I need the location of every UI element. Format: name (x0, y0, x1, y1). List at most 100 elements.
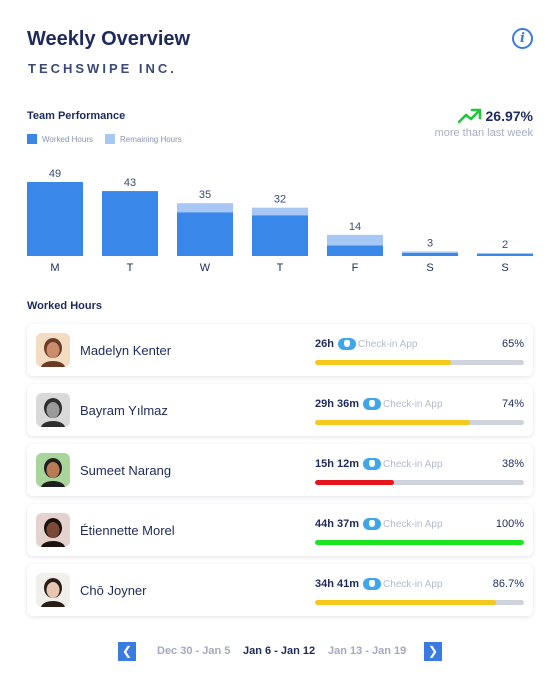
bar-worked (252, 215, 308, 256)
chevron-left-icon[interactable]: ❮ (118, 642, 136, 661)
x-tick-label: T (127, 262, 134, 274)
trend-up-icon (457, 108, 481, 124)
progress-fill (315, 420, 470, 425)
bar-worked (102, 191, 158, 256)
member-row[interactable]: Chō Joyner 34h 41m Check-in App 86.7% (27, 564, 533, 616)
app-name: Check-in App (383, 398, 443, 410)
bar-worked (477, 253, 533, 256)
member-name: Étiennette Morel (80, 523, 175, 538)
member-name: Sumeet Narang (80, 463, 172, 478)
bar-value-label: 2 (502, 239, 508, 251)
avatar (36, 453, 70, 487)
progress-fill (315, 360, 451, 365)
check-in-app-icon (363, 458, 382, 470)
progress-bar (315, 420, 524, 425)
trend-caption: more than last week (434, 127, 533, 139)
member-row[interactable]: Madelyn Kenter 26h Check-in App 65% (27, 324, 533, 376)
worked-hours-list: Madelyn Kenter 26h Check-in App 65% Bayram Y… (27, 324, 533, 624)
hours-summary: 44h 37m Check-in App (315, 518, 443, 530)
app-name: Check-in App (383, 578, 443, 590)
week-next[interactable]: Jan 13 - Jan 19 (328, 645, 407, 657)
worked-time: 26h (315, 338, 334, 350)
check-in-app-icon (363, 398, 382, 410)
page-title: Weekly Overview (27, 28, 191, 50)
week-pager: ❮ Dec 30 - Jan 5 Jan 6 - Jan 12 Jan 13 -… (0, 642, 560, 662)
progress-percent: 100% (495, 518, 524, 530)
x-tick-label: T (277, 262, 284, 274)
progress-bar (315, 600, 524, 605)
member-name: Bayram Yılmaz (80, 403, 168, 418)
company-name: TECHSWIPE INC. (28, 61, 177, 76)
trend-value: 26.97% (485, 108, 533, 124)
bar-remaining (402, 251, 458, 253)
progress-bar (315, 360, 524, 365)
avatar-image (36, 573, 70, 607)
chevron-right-icon[interactable]: ❯ (424, 642, 442, 661)
week-prev[interactable]: Dec 30 - Jan 5 (157, 645, 231, 657)
check-in-app-icon (363, 518, 382, 530)
progress-percent: 86.7% (492, 578, 524, 590)
bar-value-label: 14 (349, 221, 361, 233)
hours-summary: 34h 41m Check-in App (315, 578, 443, 590)
app-name: Check-in App (357, 338, 418, 350)
worked-time: 29h 36m (315, 398, 360, 410)
bar-remaining (252, 207, 308, 216)
hours-summary: 26h Check-in App (315, 338, 417, 350)
info-icon[interactable]: i (512, 28, 533, 49)
progress-bar (315, 540, 524, 545)
team-performance-title: Team Performance (27, 110, 126, 122)
bar-remaining (477, 252, 533, 254)
progress-percent: 38% (501, 458, 524, 470)
progress-percent: 74% (501, 398, 524, 410)
bar-worked (402, 252, 458, 256)
bar-remaining (327, 234, 383, 246)
x-tick-label: F (352, 262, 359, 274)
legend-remaining: Remaining Hours (104, 134, 182, 144)
member-row[interactable]: Bayram Yılmaz 29h 36m Check-in App 74% (27, 384, 533, 436)
bar-value-label: 43 (124, 177, 136, 189)
bar-remaining (177, 203, 233, 213)
legend-swatch-remaining (104, 134, 115, 144)
bar-value-label: 32 (274, 194, 286, 206)
bar-value-label: 49 (49, 168, 61, 180)
bar-value-label: 35 (199, 189, 211, 201)
avatar-image (36, 333, 70, 367)
worked-time: 34h 41m (315, 578, 360, 590)
member-row[interactable]: Sumeet Narang 15h 12m Check-in App 38% (27, 444, 533, 496)
progress-percent: 65% (501, 338, 524, 350)
avatar-image (36, 393, 70, 427)
worked-time: 15h 12m (315, 458, 360, 470)
avatar (36, 393, 70, 427)
avatar-image (36, 453, 70, 487)
legend-worked: Worked Hours (27, 134, 93, 144)
check-in-app-icon (337, 338, 356, 350)
progress-fill (315, 600, 497, 605)
worked-time: 44h 37m (315, 518, 360, 530)
avatar (36, 513, 70, 547)
week-current[interactable]: Jan 6 - Jan 12 (243, 645, 316, 657)
bar-worked (177, 212, 233, 256)
bar-worked (27, 182, 83, 256)
chart-legend: Worked Hours Remaining Hours (27, 134, 194, 144)
legend-label-worked: Worked Hours (42, 134, 93, 144)
x-tick-label: S (501, 262, 508, 274)
weekly-trend: 26.97% more than last week (435, 108, 533, 139)
team-performance-chart: 49 M 43 T 35 W 32 T 14 F 3 S 2 S (27, 168, 533, 274)
app-name: Check-in App (383, 518, 443, 530)
progress-bar (315, 480, 524, 485)
member-row[interactable]: Étiennette Morel 44h 37m Check-in App 100% (27, 504, 533, 556)
legend-label-remaining: Remaining Hours (119, 134, 182, 144)
progress-fill (315, 480, 395, 485)
member-name: Chō Joyner (80, 583, 147, 598)
hours-summary: 29h 36m Check-in App (315, 398, 443, 410)
x-tick-label: S (426, 262, 433, 274)
avatar-image (36, 513, 70, 547)
bar-value-label: 3 (427, 237, 433, 249)
hours-summary: 15h 12m Check-in App (315, 458, 443, 470)
legend-swatch-worked (27, 134, 37, 144)
avatar (36, 573, 70, 607)
bar-worked (327, 245, 383, 256)
progress-fill (315, 540, 524, 545)
app-name: Check-in App (383, 458, 443, 470)
